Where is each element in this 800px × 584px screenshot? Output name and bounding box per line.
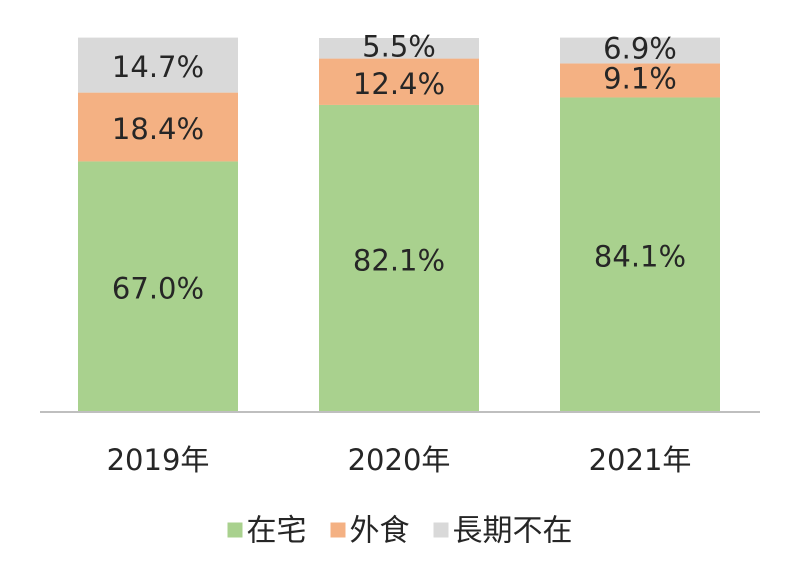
data-label-3-1: 84.1% bbox=[594, 240, 686, 274]
data-label-3-3: 6.9% bbox=[603, 32, 677, 66]
legend-label-3: 長期不在 bbox=[453, 514, 573, 549]
data-label-2-3: 5.5% bbox=[362, 29, 436, 63]
x-tick-labels: 2019年 2020年 2021年 bbox=[107, 443, 692, 477]
bar-segment-2-3 bbox=[319, 38, 479, 59]
bar-segment-1-3 bbox=[78, 37, 238, 93]
legend-swatch-2 bbox=[330, 522, 346, 538]
legend-swatch-3 bbox=[433, 522, 449, 538]
data-label-1-1: 67.0% bbox=[112, 272, 204, 306]
data-label-3-2: 9.1% bbox=[603, 61, 677, 95]
bar-segment-3-3 bbox=[560, 37, 720, 64]
legend: 在宅 外食 長期不在 bbox=[227, 514, 573, 549]
legend-label-2: 外食 bbox=[350, 514, 410, 549]
bar-segment-2-2 bbox=[319, 58, 479, 105]
x-tick-label-2: 2020年 bbox=[348, 443, 451, 477]
legend-label-1: 在宅 bbox=[247, 514, 307, 549]
data-label-2-2: 12.4% bbox=[353, 67, 445, 101]
x-tick-label-1: 2019年 bbox=[107, 443, 210, 477]
bars-layer bbox=[78, 37, 720, 413]
bar-segment-3-1 bbox=[560, 97, 720, 412]
bar-segment-1-1 bbox=[78, 161, 238, 412]
bar-segment-2-1 bbox=[319, 104, 479, 413]
data-label-1-3: 14.7% bbox=[112, 50, 204, 84]
bar-segment-1-2 bbox=[78, 92, 238, 162]
data-label-1-2: 18.4% bbox=[112, 112, 204, 146]
segment-labels-layer: 67.0% 18.4% 14.7% 82.1% 12.4% 5.5% 84.1% 9.1%6.… bbox=[112, 29, 686, 305]
bar-segment-3-2 bbox=[560, 63, 720, 98]
x-tick-label-3: 2021年 bbox=[589, 443, 692, 477]
legend-swatch-1 bbox=[227, 522, 243, 538]
data-label-2-1: 82.1% bbox=[353, 243, 445, 277]
